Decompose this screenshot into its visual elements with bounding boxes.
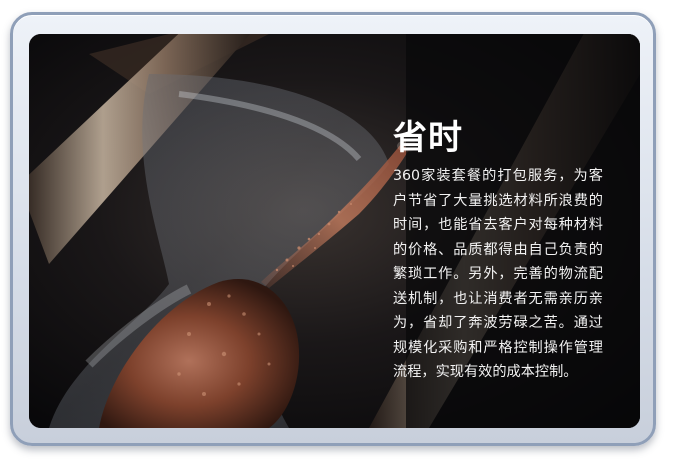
card-description: 360家装套餐的打包服务，为客户节省了大量挑选材料所浪费的时间，也能省去客户对每… xyxy=(393,168,603,380)
card-title: 省时 xyxy=(393,118,463,158)
feature-card xyxy=(29,34,640,428)
text-overlay xyxy=(406,34,640,428)
